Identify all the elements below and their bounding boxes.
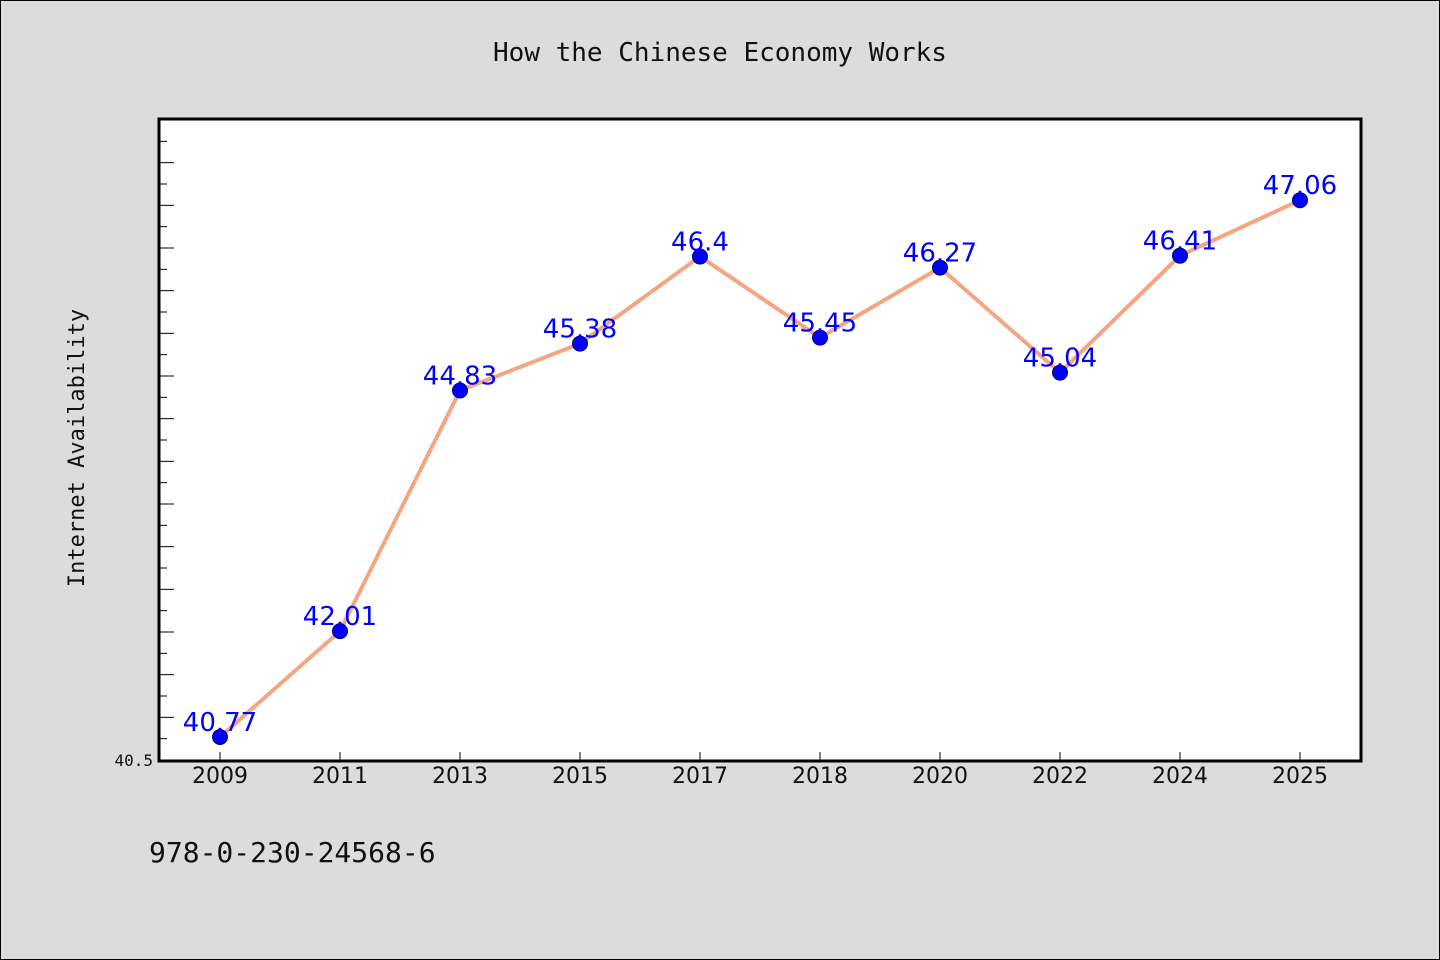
x-tick-label: 2024 [1152, 764, 1208, 789]
data-point [332, 623, 348, 640]
data-label: 45.45 [783, 309, 857, 339]
data-label: 45.38 [543, 315, 617, 345]
x-tick-label: 2025 [1272, 764, 1328, 789]
x-tick-label: 2009 [192, 764, 248, 789]
data-point [932, 259, 948, 276]
data-point [212, 728, 228, 745]
data-label: 46.41 [1143, 227, 1217, 257]
data-point [1052, 364, 1068, 381]
plot-area [157, 117, 1363, 763]
data-point [692, 248, 708, 265]
x-tick-label: 2011 [312, 764, 368, 789]
x-tick-label: 2018 [792, 764, 848, 789]
data-label: 45.04 [1023, 344, 1097, 374]
isbn-footer: 978-0-230-24568-6 [149, 836, 436, 869]
data-label: 40.77 [183, 708, 257, 738]
data-point [1292, 192, 1308, 209]
data-point [812, 329, 828, 346]
y-axis-label: Internet Availability [65, 309, 90, 587]
data-label: 44.83 [423, 362, 497, 392]
y-tick-label-min: 40.5 [114, 751, 153, 770]
x-tick-label: 2022 [1032, 764, 1088, 789]
data-point [1172, 247, 1188, 264]
data-point [572, 335, 588, 352]
data-label: 47.06 [1263, 171, 1337, 201]
data-point [452, 382, 468, 399]
y-axis-ticks [160, 119, 174, 761]
x-tick-label: 2015 [552, 764, 608, 789]
chart-title: How the Chinese Economy Works [493, 38, 947, 68]
data-label: 46.4 [671, 228, 729, 258]
series-layer: 40.77 42.01 44.83 45.38 46.4 45.45 46.27 45.04 4… [183, 171, 1337, 745]
series-line [218, 198, 1302, 739]
x-tick-label: 2020 [912, 764, 968, 789]
x-tick-label: 2013 [432, 764, 488, 789]
data-label: 46.27 [903, 239, 977, 269]
data-label: 42.01 [303, 602, 377, 632]
x-axis-ticks: 2009 2011 2013 2015 2017 2018 2020 2022 2024 2025 [192, 752, 1328, 789]
x-tick-label: 2017 [672, 764, 728, 789]
